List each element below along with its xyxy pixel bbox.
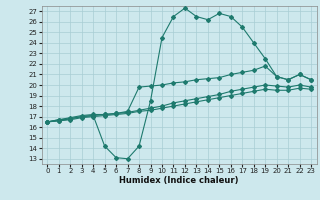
X-axis label: Humidex (Indice chaleur): Humidex (Indice chaleur) <box>119 176 239 185</box>
